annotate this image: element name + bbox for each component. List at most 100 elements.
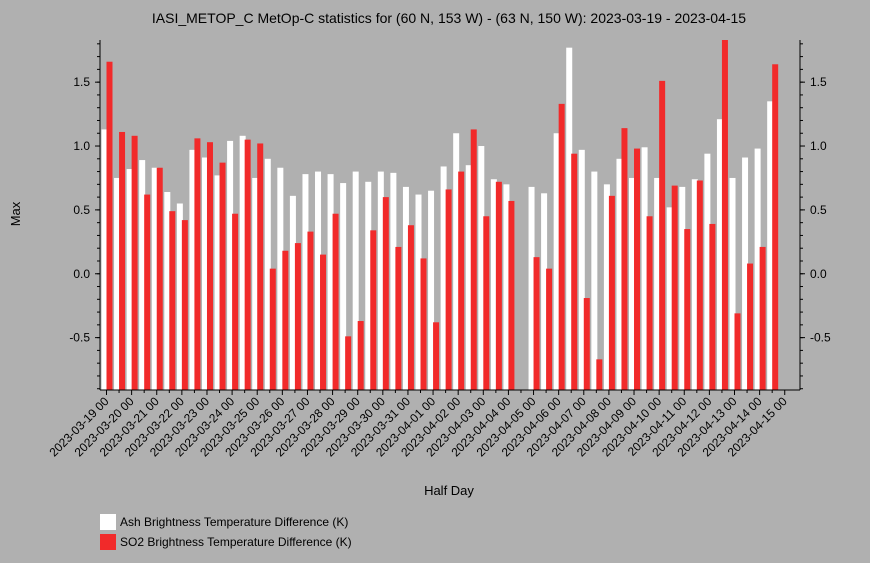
y-tick-label-left: 0.5 bbox=[73, 203, 90, 217]
bar-ash bbox=[151, 167, 158, 390]
bar-ash bbox=[352, 171, 359, 390]
axes-group: -0.5 -0.50.0 0.00.5 0.51.0 1.01.5 1.52023-03-… bbox=[47, 40, 831, 459]
bar-so2 bbox=[596, 359, 603, 390]
bar-ash bbox=[591, 171, 598, 390]
bar-ash bbox=[327, 174, 334, 390]
bars-group bbox=[101, 40, 779, 391]
bar-so2 bbox=[257, 143, 264, 390]
bar-so2 bbox=[495, 181, 502, 390]
bar-so2 bbox=[156, 167, 163, 390]
bar-ash bbox=[767, 101, 774, 390]
y-tick-label-left: -0.5 bbox=[69, 331, 90, 345]
bar-ash bbox=[629, 177, 636, 390]
bar-so2 bbox=[232, 213, 239, 390]
bar-so2 bbox=[433, 322, 440, 390]
bar-so2 bbox=[747, 263, 754, 390]
bar-so2 bbox=[332, 213, 339, 390]
bar-so2 bbox=[759, 246, 766, 390]
y-tick-label-right: 0.0 bbox=[810, 267, 827, 281]
bar-ash bbox=[126, 169, 133, 390]
bar-so2 bbox=[294, 243, 301, 390]
bar-ash bbox=[365, 181, 372, 390]
bar-so2 bbox=[244, 139, 251, 390]
bar-ash bbox=[679, 186, 686, 390]
bar-so2 bbox=[420, 258, 427, 390]
bar-so2 bbox=[508, 200, 515, 390]
bar-ash bbox=[227, 140, 234, 390]
bar-ash bbox=[440, 166, 447, 390]
bar-so2 bbox=[106, 61, 113, 390]
bar-so2 bbox=[445, 189, 452, 390]
bar-ash bbox=[302, 174, 309, 390]
bar-so2 bbox=[382, 197, 389, 390]
bar-ash bbox=[101, 129, 108, 390]
bar-ash bbox=[402, 186, 409, 390]
bar-so2 bbox=[219, 162, 226, 390]
bar-ash bbox=[139, 160, 146, 390]
legend: Ash Brightness Temperature Difference (K… bbox=[100, 512, 352, 552]
bar-ash bbox=[666, 207, 673, 390]
bar-ash bbox=[277, 167, 284, 390]
bar-ash bbox=[641, 147, 648, 390]
y-tick-label-left: 1.0 bbox=[73, 139, 90, 153]
legend-item-so2: SO2 Brightness Temperature Difference (K… bbox=[100, 532, 352, 552]
bar-so2 bbox=[546, 268, 553, 390]
bar-ash bbox=[716, 119, 723, 390]
bar-so2 bbox=[119, 131, 126, 390]
bar-so2 bbox=[646, 216, 653, 390]
bar-ash bbox=[729, 177, 736, 390]
y-axis-label: Max bbox=[8, 201, 23, 226]
bar-ash bbox=[528, 186, 535, 390]
bar-so2 bbox=[671, 185, 678, 390]
bar-ash bbox=[654, 177, 661, 390]
bar-so2 bbox=[533, 257, 540, 390]
bar-so2 bbox=[320, 254, 327, 390]
bar-so2 bbox=[721, 40, 728, 390]
y-tick-label-right: -0.5 bbox=[810, 331, 831, 345]
bar-ash bbox=[578, 149, 585, 390]
bar-ash bbox=[478, 146, 485, 390]
bar-ash bbox=[114, 177, 121, 390]
bar-ash bbox=[390, 172, 397, 390]
bar-so2 bbox=[634, 148, 641, 390]
bar-ash bbox=[340, 183, 347, 390]
bar-so2 bbox=[709, 223, 716, 390]
bar-ash bbox=[691, 179, 698, 390]
bar-so2 bbox=[407, 225, 414, 390]
bar-ash bbox=[754, 148, 761, 390]
bar-so2 bbox=[696, 180, 703, 390]
bar-so2 bbox=[181, 220, 188, 390]
bar-ash bbox=[603, 184, 610, 390]
bar-so2 bbox=[772, 64, 779, 390]
bar-ash bbox=[428, 190, 435, 390]
bar-so2 bbox=[571, 153, 578, 390]
bar-ash bbox=[566, 47, 573, 390]
y-tick-label-left: 0.0 bbox=[73, 267, 90, 281]
bar-so2 bbox=[144, 194, 151, 390]
bar-ash bbox=[742, 157, 749, 390]
bar-so2 bbox=[458, 171, 465, 390]
bar-ash bbox=[164, 192, 171, 390]
bar-so2 bbox=[684, 229, 691, 390]
bar-so2 bbox=[206, 142, 213, 390]
bar-so2 bbox=[131, 135, 138, 390]
bar-ash bbox=[214, 175, 221, 390]
bar-ash bbox=[541, 193, 548, 390]
bar-ash bbox=[239, 135, 246, 390]
bar-ash bbox=[377, 171, 384, 390]
bar-so2 bbox=[370, 230, 377, 390]
x-axis-label: Half Day bbox=[424, 483, 474, 498]
bar-so2 bbox=[558, 103, 565, 390]
bar-so2 bbox=[269, 268, 276, 390]
bar-so2 bbox=[621, 128, 628, 391]
legend-label-ash: Ash Brightness Temperature Difference (K… bbox=[120, 515, 349, 529]
legend-swatch-so2 bbox=[100, 534, 116, 550]
bar-so2 bbox=[483, 216, 490, 390]
bar-ash bbox=[289, 195, 296, 390]
bar-ash bbox=[176, 203, 183, 390]
bar-so2 bbox=[169, 211, 176, 390]
legend-swatch-ash bbox=[100, 514, 116, 530]
bar-so2 bbox=[734, 313, 741, 390]
bar-ash bbox=[415, 194, 422, 390]
